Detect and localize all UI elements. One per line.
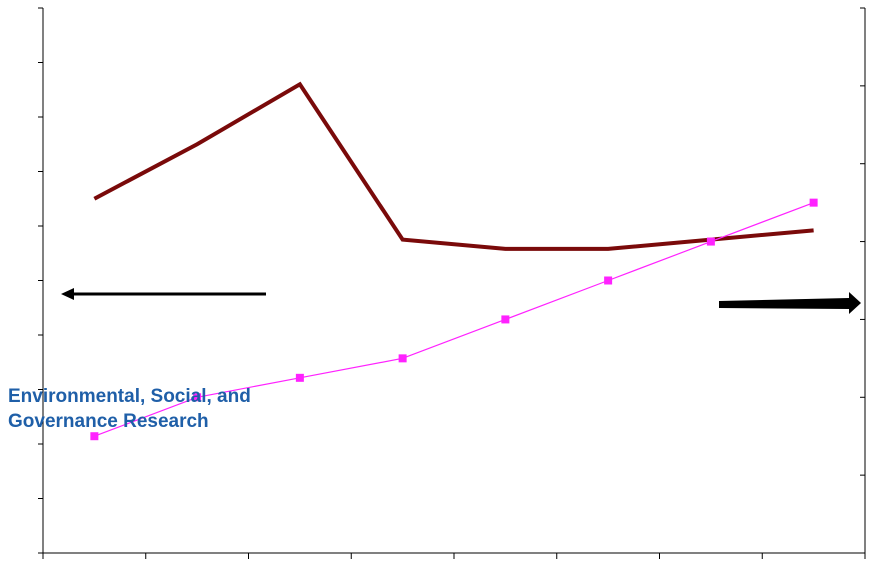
right-arrow-head <box>849 292 861 314</box>
arrows <box>61 288 861 314</box>
series-2-point <box>706 237 715 246</box>
axes <box>38 7 866 559</box>
left-arrow-head <box>61 288 74 300</box>
series-1-line <box>93 81 814 251</box>
series-2-point <box>90 432 99 441</box>
series-2-point <box>295 373 304 382</box>
series-2-point <box>398 354 407 363</box>
series-2-point <box>193 393 202 402</box>
series-2-line <box>94 202 814 437</box>
series-2-point <box>604 276 613 285</box>
series-2-point <box>809 198 818 207</box>
series <box>90 81 818 441</box>
annotation-text: Environmental, Social, and Governance Re… <box>8 386 251 432</box>
series-2-point <box>501 315 510 324</box>
right-arrow-shaft <box>719 298 849 309</box>
